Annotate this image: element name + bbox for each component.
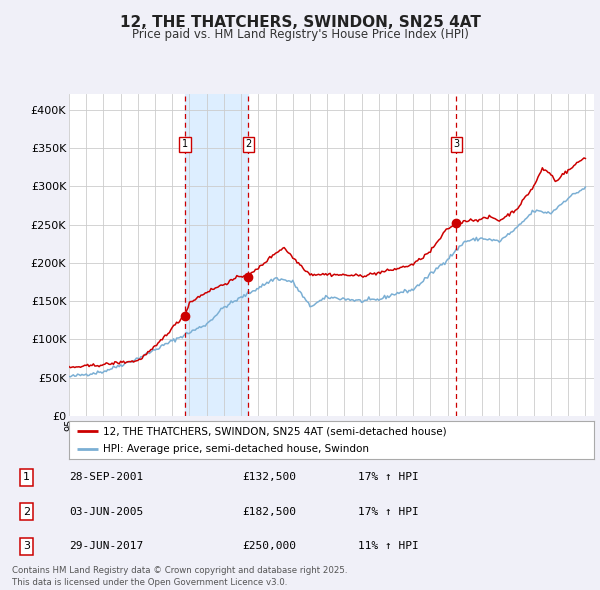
Text: HPI: Average price, semi-detached house, Swindon: HPI: Average price, semi-detached house,… (103, 444, 369, 454)
Text: 2: 2 (245, 139, 251, 149)
Text: 12, THE THATCHERS, SWINDON, SN25 4AT (semi-detached house): 12, THE THATCHERS, SWINDON, SN25 4AT (se… (103, 426, 447, 436)
Text: 28-SEP-2001: 28-SEP-2001 (70, 473, 144, 483)
Text: £132,500: £132,500 (242, 473, 296, 483)
Text: 2: 2 (23, 507, 30, 517)
Text: 3: 3 (453, 139, 460, 149)
Text: 29-JUN-2017: 29-JUN-2017 (70, 541, 144, 551)
Text: £182,500: £182,500 (242, 507, 296, 517)
Text: Contains HM Land Registry data © Crown copyright and database right 2025.
This d: Contains HM Land Registry data © Crown c… (12, 566, 347, 587)
Text: 3: 3 (23, 541, 30, 551)
Text: £250,000: £250,000 (242, 541, 296, 551)
Text: 11% ↑ HPI: 11% ↑ HPI (358, 541, 418, 551)
Text: 17% ↑ HPI: 17% ↑ HPI (358, 507, 418, 517)
Text: 12, THE THATCHERS, SWINDON, SN25 4AT: 12, THE THATCHERS, SWINDON, SN25 4AT (119, 15, 481, 30)
Text: Price paid vs. HM Land Registry's House Price Index (HPI): Price paid vs. HM Land Registry's House … (131, 28, 469, 41)
Text: 17% ↑ HPI: 17% ↑ HPI (358, 473, 418, 483)
Bar (185, 94, 248, 416)
Text: 1: 1 (182, 139, 188, 149)
Text: 1: 1 (23, 473, 30, 483)
Text: 03-JUN-2005: 03-JUN-2005 (70, 507, 144, 517)
